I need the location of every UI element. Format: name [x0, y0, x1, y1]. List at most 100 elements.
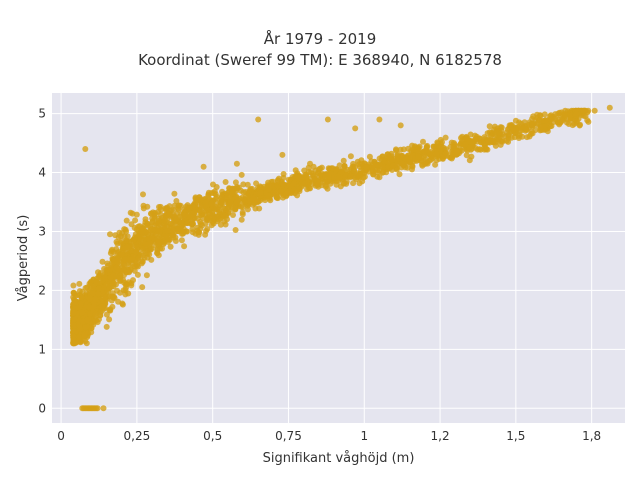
- data-point: [213, 204, 220, 211]
- data-point: [93, 278, 100, 285]
- data-point: [215, 216, 222, 223]
- data-point: [424, 142, 431, 149]
- data-point: [197, 212, 204, 219]
- data-point: [130, 277, 136, 284]
- data-point: [273, 194, 280, 201]
- data-point: [94, 405, 101, 412]
- data-point: [338, 169, 345, 176]
- data-point: [164, 227, 171, 234]
- data-point: [155, 220, 162, 227]
- data-point: [139, 245, 146, 252]
- data-point: [114, 287, 120, 294]
- data-point: [218, 199, 225, 206]
- data-point: [363, 164, 370, 170]
- data-point: [442, 134, 449, 141]
- data-point: [189, 229, 196, 236]
- data-point: [82, 338, 89, 345]
- data-point: [515, 135, 522, 141]
- y-tick-label: 0: [38, 401, 46, 415]
- data-point: [144, 254, 151, 261]
- data-point: [342, 172, 349, 178]
- data-point: [107, 307, 114, 314]
- data-point: [580, 112, 587, 119]
- data-point: [240, 181, 247, 188]
- data-point: [512, 117, 519, 124]
- data-point: [197, 203, 204, 210]
- data-point: [462, 141, 469, 148]
- data-point: [324, 116, 331, 123]
- data-point: [219, 188, 226, 195]
- data-point: [149, 219, 156, 226]
- data-point: [133, 248, 140, 255]
- data-point: [280, 171, 287, 177]
- data-point: [322, 183, 329, 190]
- y-axis-ticks: 0 1 2 3 4 5: [38, 107, 46, 416]
- data-point: [374, 173, 381, 180]
- x-tick-label: 0,5: [203, 429, 222, 443]
- data-point: [396, 171, 403, 178]
- data-point: [114, 256, 120, 263]
- data-point: [527, 131, 534, 137]
- data-point: [145, 235, 152, 242]
- data-point: [573, 118, 580, 125]
- data-point: [170, 227, 177, 234]
- data-point: [486, 123, 493, 130]
- data-point: [145, 222, 152, 229]
- data-point: [133, 211, 140, 218]
- y-axis-label: Vågperiod (s): [16, 215, 31, 302]
- data-point: [376, 161, 383, 168]
- data-point: [78, 294, 85, 301]
- data-point: [409, 163, 416, 170]
- data-point: [379, 169, 386, 176]
- data-point: [226, 185, 233, 192]
- data-point: [241, 198, 248, 205]
- data-point: [360, 174, 367, 181]
- data-point: [176, 202, 183, 209]
- data-point: [255, 116, 262, 123]
- data-point: [490, 138, 497, 145]
- data-point: [95, 285, 102, 292]
- data-point: [265, 186, 272, 193]
- data-point: [99, 258, 106, 265]
- x-tick-label: 1,8: [582, 429, 601, 443]
- data-point: [584, 117, 591, 124]
- data-point: [398, 160, 405, 167]
- data-point: [103, 323, 110, 330]
- data-point: [128, 282, 135, 289]
- data-point: [175, 225, 181, 232]
- data-point: [265, 192, 272, 199]
- data-point: [249, 195, 256, 201]
- data-point: [70, 328, 77, 335]
- data-point: [70, 282, 77, 289]
- data-point: [494, 125, 501, 132]
- data-point: [82, 146, 89, 152]
- data-point: [510, 126, 517, 133]
- x-tick-label: 1,2: [431, 429, 450, 443]
- data-point: [277, 188, 284, 195]
- data-point: [279, 151, 286, 158]
- data-point: [356, 180, 363, 187]
- data-point: [466, 138, 473, 145]
- data-point: [406, 157, 413, 164]
- data-point: [224, 192, 231, 198]
- data-point: [87, 282, 94, 289]
- data-point: [561, 110, 568, 117]
- data-point: [92, 296, 99, 303]
- x-tick-label: 0,75: [275, 429, 302, 443]
- data-point: [129, 255, 136, 262]
- data-point: [71, 316, 78, 323]
- data-point: [268, 182, 275, 189]
- data-point: [132, 217, 139, 224]
- y-tick-label: 5: [38, 107, 46, 121]
- y-tick-label: 2: [38, 283, 46, 297]
- data-point: [107, 231, 113, 238]
- data-point: [497, 141, 504, 148]
- data-point: [167, 221, 174, 228]
- data-point: [77, 339, 84, 346]
- data-point: [340, 157, 347, 164]
- data-point: [118, 251, 125, 258]
- data-point: [140, 205, 147, 212]
- data-point: [606, 104, 613, 111]
- data-point: [290, 180, 297, 187]
- data-point: [81, 332, 88, 339]
